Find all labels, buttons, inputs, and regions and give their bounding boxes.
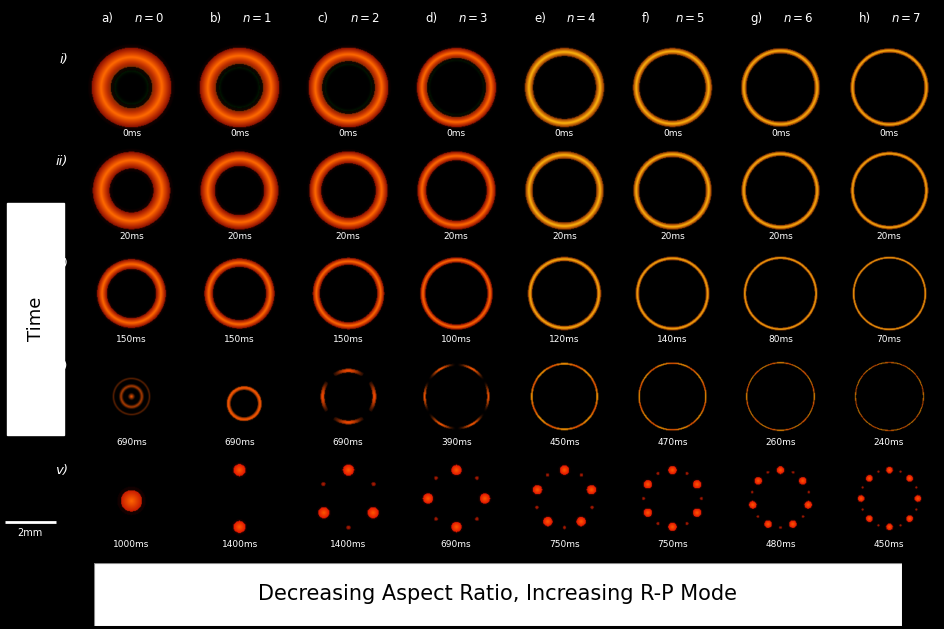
Text: 150ms: 150ms: [225, 335, 255, 344]
Text: Decreasing Aspect Ratio, Increasing R-P Mode: Decreasing Aspect Ratio, Increasing R-P …: [259, 584, 737, 604]
Text: iv): iv): [52, 361, 68, 374]
Text: $n=7$: $n=7$: [891, 12, 921, 25]
Text: 20ms: 20ms: [660, 232, 685, 241]
Text: 750ms: 750ms: [549, 540, 580, 549]
Text: g): g): [750, 12, 763, 25]
Text: 450ms: 450ms: [874, 540, 904, 549]
Text: $n=2$: $n=2$: [350, 12, 380, 25]
Text: $n=1$: $n=1$: [242, 12, 272, 25]
Text: 690ms: 690ms: [441, 540, 471, 549]
Text: 150ms: 150ms: [116, 335, 147, 344]
Text: 480ms: 480ms: [766, 540, 796, 549]
Text: 20ms: 20ms: [119, 232, 143, 241]
Text: 450ms: 450ms: [549, 438, 580, 447]
Text: iii): iii): [52, 258, 68, 271]
Text: $n=6$: $n=6$: [783, 12, 814, 25]
Text: 750ms: 750ms: [657, 540, 688, 549]
Text: a): a): [101, 12, 113, 25]
Text: 390ms: 390ms: [441, 438, 471, 447]
Text: 2mm: 2mm: [17, 528, 42, 538]
Text: 20ms: 20ms: [335, 232, 361, 241]
Text: 0ms: 0ms: [447, 129, 465, 138]
Text: 690ms: 690ms: [332, 438, 363, 447]
Text: 20ms: 20ms: [552, 232, 577, 241]
Text: 0ms: 0ms: [338, 129, 358, 138]
Text: 1000ms: 1000ms: [113, 540, 150, 549]
Text: $n=4$: $n=4$: [566, 12, 598, 25]
Text: 1400ms: 1400ms: [222, 540, 258, 549]
Text: 0ms: 0ms: [122, 129, 141, 138]
Text: 20ms: 20ms: [228, 232, 252, 241]
Text: 0ms: 0ms: [555, 129, 574, 138]
Text: e): e): [534, 12, 546, 25]
Text: 120ms: 120ms: [549, 335, 580, 344]
Text: 0ms: 0ms: [230, 129, 249, 138]
Text: 240ms: 240ms: [874, 438, 904, 447]
Text: d): d): [426, 12, 438, 25]
Text: 70ms: 70ms: [877, 335, 902, 344]
Text: b): b): [210, 12, 222, 25]
Text: 0ms: 0ms: [771, 129, 790, 138]
Text: 0ms: 0ms: [663, 129, 683, 138]
Text: 150ms: 150ms: [332, 335, 363, 344]
Text: h): h): [859, 12, 870, 25]
Text: 0ms: 0ms: [880, 129, 899, 138]
Text: 690ms: 690ms: [116, 438, 147, 447]
Text: $n=0$: $n=0$: [134, 12, 164, 25]
Text: c): c): [317, 12, 329, 25]
Text: 470ms: 470ms: [657, 438, 688, 447]
Text: 100ms: 100ms: [441, 335, 471, 344]
Text: 140ms: 140ms: [657, 335, 688, 344]
Text: v): v): [55, 464, 68, 477]
Text: Time: Time: [26, 297, 45, 342]
Text: 20ms: 20ms: [768, 232, 793, 241]
Text: 690ms: 690ms: [225, 438, 255, 447]
Text: 20ms: 20ms: [877, 232, 902, 241]
Text: ii): ii): [56, 155, 68, 169]
FancyBboxPatch shape: [94, 563, 902, 626]
Text: i): i): [59, 53, 68, 65]
Text: 1400ms: 1400ms: [329, 540, 366, 549]
Text: 260ms: 260ms: [766, 438, 796, 447]
Text: 20ms: 20ms: [444, 232, 468, 241]
FancyBboxPatch shape: [8, 204, 64, 435]
Text: $n=3$: $n=3$: [458, 12, 489, 25]
Text: 80ms: 80ms: [768, 335, 793, 344]
Text: f): f): [642, 12, 651, 25]
Text: $n=5$: $n=5$: [675, 12, 705, 25]
